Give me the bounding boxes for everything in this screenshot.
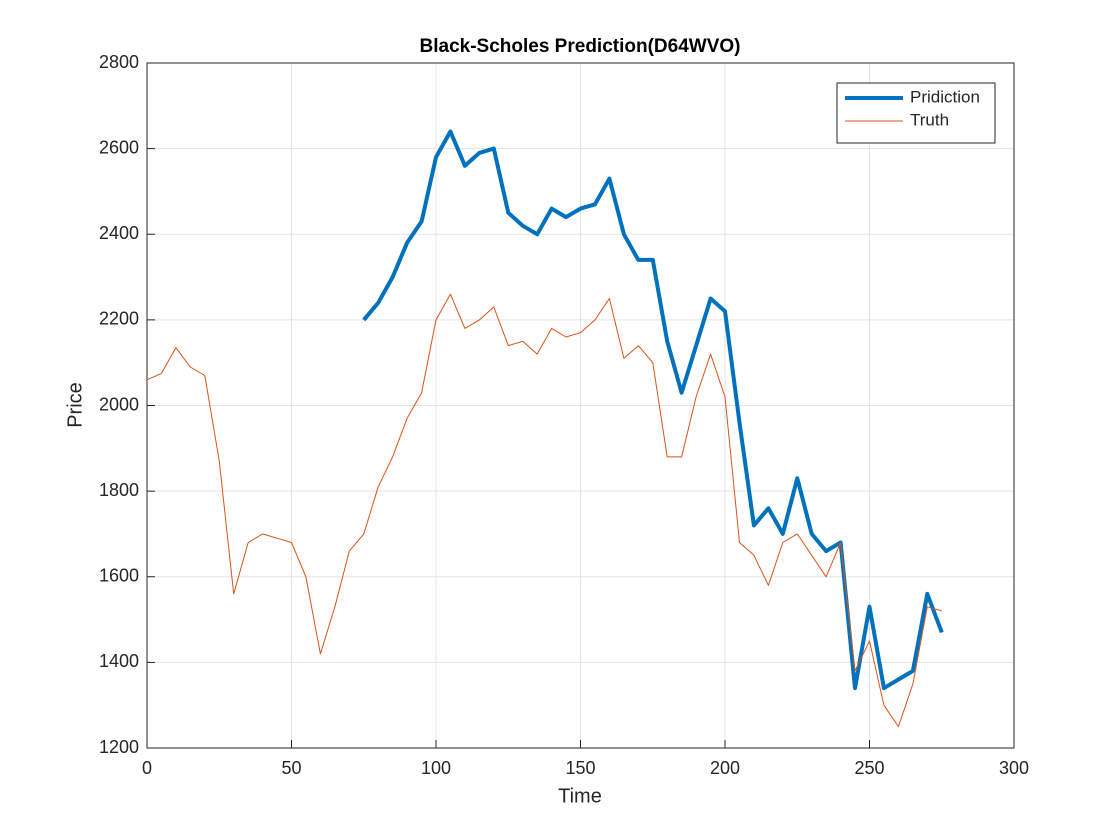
y-tick-label: 1200 [99, 737, 139, 757]
chart-title: Black-Scholes Prediction(D64WVO) [420, 36, 741, 57]
data-line [362, 129, 944, 691]
y-tick-label: 2200 [99, 309, 139, 329]
x-tick-label: 150 [565, 758, 595, 778]
y-tick-label: 2600 [99, 137, 139, 157]
y-tick-label: 2400 [99, 223, 139, 243]
legend: Pridiction Truth [836, 82, 996, 144]
legend-label: Truth [910, 110, 949, 129]
legend-box [836, 82, 996, 144]
plot-frame [146, 62, 1015, 749]
y-tick-label: 2800 [99, 52, 139, 72]
legend-label: Pridiction [910, 87, 980, 106]
x-tick-label: 200 [710, 758, 740, 778]
y-tick-label: 1800 [99, 480, 139, 500]
data-line [146, 293, 942, 728]
x-tick-label: 100 [421, 758, 451, 778]
y-axis-label: Price [64, 382, 86, 428]
y-tick-label: 2000 [99, 394, 139, 414]
y-tick-label: 1400 [99, 651, 139, 671]
x-tick-label: 300 [999, 758, 1029, 778]
x-tick-label: 0 [142, 758, 152, 778]
y-tick-label: 1600 [99, 566, 139, 586]
x-axis-label: Time [558, 785, 602, 807]
x-tick-label: 250 [854, 758, 884, 778]
x-tick-label: 50 [281, 758, 301, 778]
